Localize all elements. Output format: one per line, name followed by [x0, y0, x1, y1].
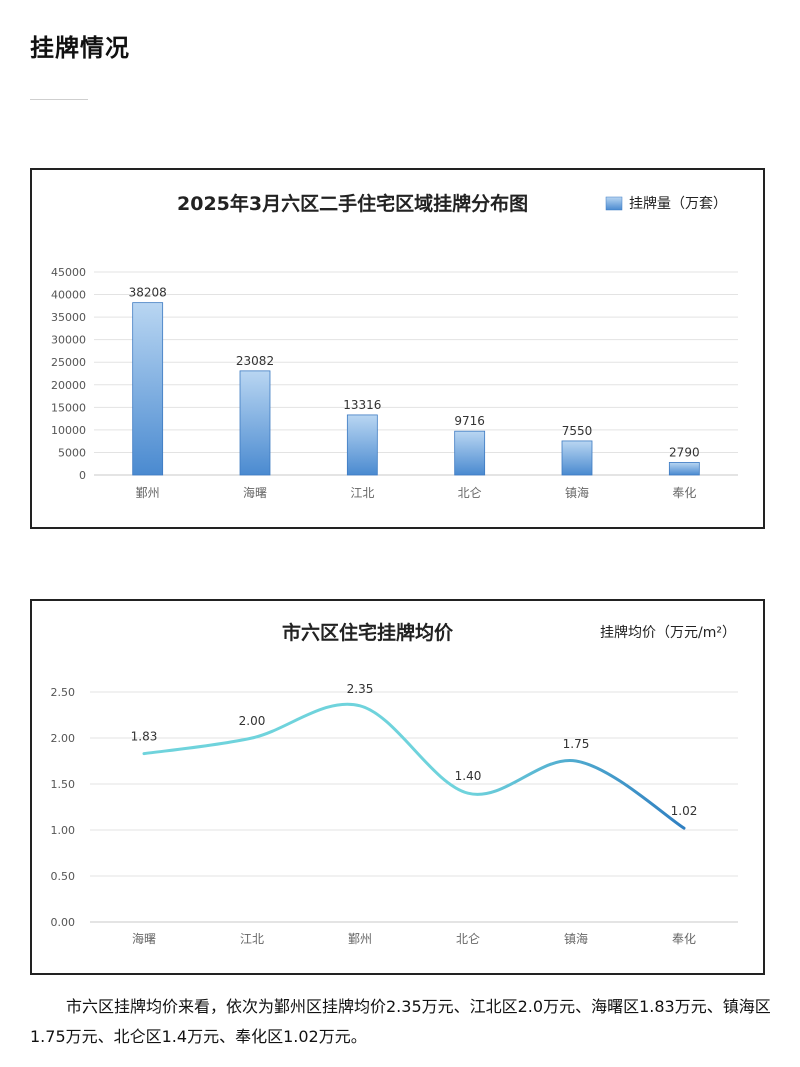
y-tick-label: 0.50: [51, 870, 76, 883]
y-tick-label: 5000: [58, 446, 86, 459]
data-point: [251, 737, 254, 740]
y-tick-label: 2.00: [51, 732, 76, 745]
bar: [668, 462, 700, 476]
bar: [239, 370, 271, 476]
y-tick-label: 15000: [51, 401, 86, 414]
x-category-label: 奉化: [672, 932, 696, 946]
bar-value-label: 13316: [343, 398, 381, 412]
x-category-label: 北仑: [456, 932, 480, 946]
point-value-label: 1.40: [455, 769, 482, 783]
bar-value-label: 9716: [454, 414, 485, 428]
data-point: [467, 792, 470, 795]
x-category-label: 镇海: [564, 931, 588, 946]
data-point: [143, 752, 146, 755]
x-category-label: 江北: [240, 932, 264, 946]
bar-value-label: 2790: [669, 445, 700, 459]
price-line: [142, 702, 686, 830]
x-category-label: 鄞州: [348, 932, 372, 946]
data-point: [683, 827, 686, 830]
average-price-chart: 市六区住宅挂牌均价 挂牌均价（万元/m²） 0.00 0.50 1.00 1.50 2.00…: [30, 599, 765, 975]
bar-value-label: 7550: [562, 424, 593, 438]
data-point: [359, 704, 362, 707]
bar: [132, 302, 164, 476]
listing-distribution-chart: 2025年3月六区二手住宅区域挂牌分布图 挂牌量（万套） 0 5000 10000 150…: [30, 168, 765, 529]
data-point: [575, 760, 578, 763]
x-category-label: 镇海: [565, 485, 589, 500]
y-tick-label: 30000: [51, 334, 86, 347]
title-underline: [30, 99, 88, 100]
x-category-label: 江北: [350, 486, 374, 500]
bar: [561, 440, 593, 476]
y-tick-label: 2.50: [51, 686, 76, 699]
y-tick-label: 0.00: [51, 916, 76, 929]
section-title: 挂牌情况: [30, 34, 130, 62]
y-tick-label: 1.50: [51, 778, 76, 791]
summary-paragraph: 市六区挂牌均价来看，依次为鄞州区挂牌均价2.35万元、江北区2.0万元、海曙区1…: [30, 997, 771, 1046]
y-tick-label: 0: [79, 469, 86, 482]
bar: [454, 430, 486, 476]
chart-title: 2025年3月六区二手住宅区域挂牌分布图: [177, 192, 528, 215]
y-tick-label: 45000: [51, 266, 86, 279]
y-tick-label: 10000: [51, 424, 86, 437]
y-tick-label: 25000: [51, 356, 86, 369]
y-tick-label: 1.00: [51, 824, 76, 837]
chart-title: 市六区住宅挂牌均价: [282, 621, 454, 644]
y-tick-label: 35000: [51, 311, 86, 324]
point-value-label: 1.83: [131, 730, 158, 744]
x-category-label: 海曙: [243, 485, 267, 500]
y-tick-label: 40000: [51, 289, 86, 302]
x-category-label: 北仑: [458, 486, 482, 500]
line-chart-svg: 市六区住宅挂牌均价 挂牌均价（万元/m²） 0.00 0.50 1.00 1.50 2.00…: [51, 621, 738, 946]
x-category-label: 海曙: [132, 931, 156, 946]
legend-label: 挂牌均价（万元/m²）: [600, 624, 736, 641]
point-value-label: 2.00: [239, 714, 266, 728]
bar-value-label: 38208: [129, 286, 167, 300]
bar-chart-svg: 2025年3月六区二手住宅区域挂牌分布图 挂牌量（万套） 0 5000 10000 150…: [51, 192, 738, 500]
point-value-label: 2.35: [347, 682, 374, 696]
point-value-label: 1.75: [563, 737, 590, 751]
bar: [346, 414, 378, 476]
legend-label: 挂牌量（万套）: [629, 195, 727, 212]
bar-value-label: 23082: [236, 354, 274, 368]
x-category-label: 奉化: [672, 486, 696, 500]
legend-swatch: [605, 196, 623, 211]
y-tick-label: 20000: [51, 379, 86, 392]
x-category-label: 鄞州: [136, 486, 160, 500]
point-value-label: 1.02: [671, 804, 698, 818]
